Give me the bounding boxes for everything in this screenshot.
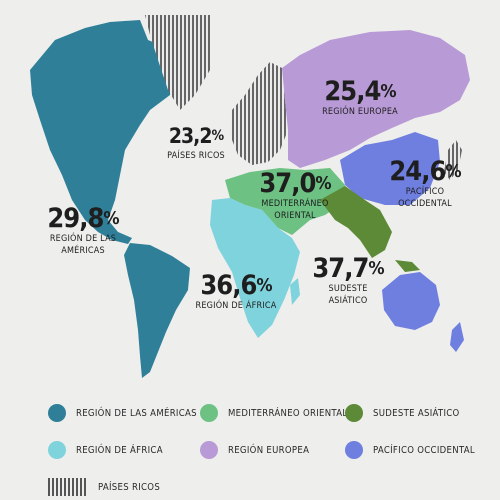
region-africa	[210, 198, 300, 338]
legend-southeast-asia: Sudeste asiático	[345, 404, 460, 422]
label-pacific: 24,6% Pacífico occidental	[380, 158, 470, 210]
legend-stripes-rich	[48, 478, 88, 496]
region-rich-europe	[230, 62, 288, 165]
value-southeast-asia: 37,7%	[312, 253, 384, 284]
legend-africa: Región de África	[48, 441, 163, 459]
legend-rich: Países ricos	[48, 478, 160, 496]
name-pacific: Pacífico occidental	[398, 187, 452, 209]
region-rich-greenland	[145, 15, 210, 110]
region-rich-japan	[444, 140, 462, 180]
legend-dot-pacific	[345, 441, 363, 459]
value-americas: 29,8%	[47, 203, 119, 234]
world-map	[30, 15, 470, 378]
legend-label-mediterranean: Mediterráneo oriental	[228, 407, 348, 419]
region-mediterranean	[225, 168, 345, 235]
region-americas-south	[124, 243, 190, 378]
name-africa: Región de África	[195, 301, 277, 311]
value-europe: 25,4%	[324, 76, 396, 107]
region-pacific-china	[340, 132, 440, 205]
region-africa-madagascar	[290, 278, 300, 305]
label-africa: 36,6% Región de África	[194, 272, 278, 312]
label-rich: 23,2% Países ricos	[162, 122, 230, 162]
label-southeast-asia: 37,7% Sudeste asiático	[308, 255, 388, 307]
region-southeast-asia	[320, 186, 392, 258]
region-pacific-australia	[382, 272, 440, 330]
region-pacific-nz	[450, 322, 464, 352]
legend-dot-southeast-asia	[345, 404, 363, 422]
legend-label-americas: Región de las Américas	[76, 407, 197, 419]
value-pacific: 24,6%	[389, 156, 461, 187]
label-mediterranean: 37,0% Mediterráneo oriental	[240, 170, 350, 222]
label-americas: 29,8% Región de las Américas	[28, 205, 138, 257]
legend-dot-americas	[48, 404, 66, 422]
legend-americas: Región de las Américas	[48, 404, 197, 422]
legend-label-europe: Región Europea	[228, 444, 310, 456]
legend-dot-mediterranean	[200, 404, 218, 422]
region-southeast-asia-islands	[395, 260, 420, 272]
legend-label-rich: Países ricos	[98, 481, 161, 493]
legend-europe: Región Europea	[200, 441, 309, 459]
name-southeast-asia: Sudeste asiático	[328, 284, 368, 306]
name-europe: Región Europea	[322, 107, 398, 117]
legend-mediterranean: Mediterráneo oriental	[200, 404, 347, 422]
label-europe: 25,4% Región Europea	[320, 78, 400, 118]
region-europe	[282, 30, 470, 168]
legend-pacific: Pacífico occidental	[345, 441, 475, 459]
region-americas-north	[30, 20, 175, 244]
legend-label-southeast-asia: Sudeste asiático	[373, 407, 460, 419]
value-mediterranean: 37,0%	[259, 168, 331, 199]
value-rich: 23,2%	[168, 124, 224, 148]
legend-dot-europe	[200, 441, 218, 459]
legend-dot-africa	[48, 441, 66, 459]
name-rich: Países ricos	[167, 151, 225, 161]
legend-label-africa: Región de África	[76, 444, 163, 456]
legend-label-pacific: Pacífico occidental	[373, 444, 475, 456]
value-africa: 36,6%	[200, 270, 272, 301]
name-mediterranean: Mediterráneo oriental	[261, 199, 329, 221]
name-americas: Región de las Américas	[49, 234, 117, 256]
